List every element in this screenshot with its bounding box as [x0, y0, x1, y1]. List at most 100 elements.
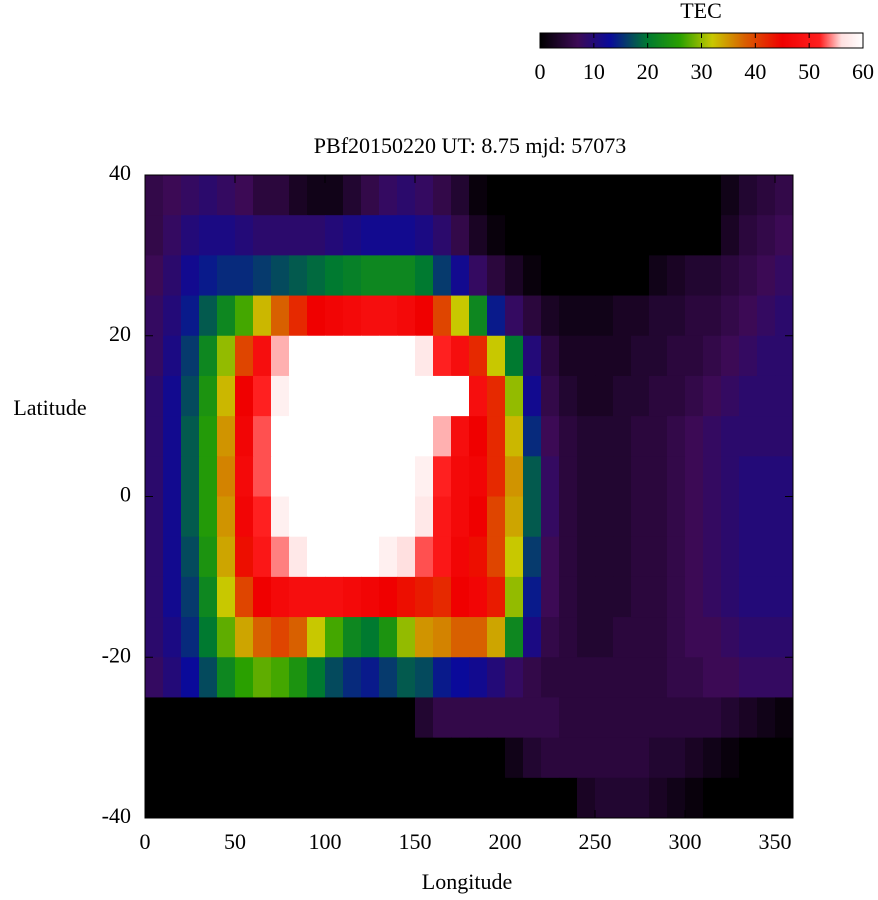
- heatmap-cell: [253, 777, 272, 819]
- heatmap-cell: [577, 215, 596, 256]
- heatmap-cell: [667, 576, 686, 618]
- heatmap-cell: [775, 335, 794, 377]
- heatmap-cell: [289, 737, 308, 779]
- heatmap-cell: [775, 697, 794, 739]
- heatmap-cell: [631, 777, 650, 819]
- colorbar-tick-label: 40: [744, 59, 766, 84]
- heatmap-cell: [163, 175, 182, 216]
- heatmap-cell: [361, 416, 380, 457]
- heatmap-cell: [631, 617, 650, 658]
- heatmap-cell: [739, 175, 758, 216]
- heatmap-cell: [631, 295, 650, 337]
- heatmap-cell: [739, 416, 758, 457]
- heatmap-cell: [667, 536, 686, 578]
- heatmap-cell: [235, 375, 254, 417]
- heatmap-cell: [145, 375, 164, 417]
- heatmap-cell: [649, 777, 668, 819]
- heatmap-cell: [397, 456, 416, 497]
- heatmap-cell: [181, 335, 200, 377]
- heatmap-cell: [685, 335, 704, 377]
- heatmap-cell: [235, 576, 254, 618]
- heatmap-cell: [397, 777, 416, 819]
- heatmap-cell: [361, 697, 380, 739]
- heatmap-cell: [613, 375, 632, 417]
- colorbar-tick-label: 10: [583, 59, 605, 84]
- heatmap-cell: [271, 175, 290, 216]
- heatmap-cell: [397, 737, 416, 779]
- heatmap-cell: [307, 657, 326, 698]
- heatmap-cell: [397, 416, 416, 457]
- heatmap-cell: [343, 777, 362, 819]
- heatmap-cell: [739, 657, 758, 698]
- y-tick-label: 20: [109, 321, 131, 346]
- heatmap-cell: [559, 295, 578, 337]
- heatmap-cell: [631, 536, 650, 578]
- heatmap-cell: [703, 255, 722, 297]
- heatmap-cell: [343, 215, 362, 256]
- heatmap-cell: [379, 375, 398, 417]
- heatmap-cell: [505, 215, 524, 256]
- heatmap-cell: [307, 777, 326, 819]
- heatmap-cell: [343, 657, 362, 698]
- heatmap-cell: [703, 375, 722, 417]
- heatmap-cell: [145, 576, 164, 618]
- heatmap-cell: [739, 255, 758, 297]
- heatmap-cell: [739, 536, 758, 578]
- heatmap-cell: [379, 697, 398, 739]
- heatmap-cell: [253, 335, 272, 377]
- heatmap-cell: [181, 697, 200, 739]
- heatmap-cell: [667, 617, 686, 658]
- heatmap-cell: [505, 255, 524, 297]
- heatmap-cell: [649, 697, 668, 739]
- heatmap-cell: [487, 777, 506, 819]
- heatmap-cell: [721, 335, 740, 377]
- heatmap-cell: [721, 617, 740, 658]
- heatmap-cell: [325, 255, 344, 297]
- heatmap-cell: [451, 416, 470, 457]
- heatmap-cell: [595, 335, 614, 377]
- heatmap-cell: [559, 617, 578, 658]
- heatmap-cell: [559, 255, 578, 297]
- heatmap-cell: [739, 335, 758, 377]
- heatmap-cell: [271, 697, 290, 739]
- heatmap-cell: [325, 375, 344, 417]
- heatmap-cell: [271, 295, 290, 337]
- heatmap-cell: [775, 175, 794, 216]
- heatmap-cell: [145, 536, 164, 578]
- heatmap-cell: [379, 777, 398, 819]
- heatmap-cell: [613, 215, 632, 256]
- heatmap-cell: [361, 375, 380, 417]
- x-tick-label: 0: [140, 829, 151, 854]
- heatmap-cell: [757, 777, 776, 819]
- heatmap-cell: [361, 536, 380, 578]
- heatmap-cell: [253, 175, 272, 216]
- heatmap-cell: [577, 576, 596, 618]
- heatmap-cell: [397, 295, 416, 337]
- heatmap-cell: [631, 697, 650, 739]
- heatmap-cell: [577, 536, 596, 578]
- heatmap-cell: [721, 295, 740, 337]
- heatmap-cell: [271, 496, 290, 538]
- heatmap-cell: [649, 215, 668, 256]
- heatmap-cell: [307, 576, 326, 618]
- heatmap-cell: [685, 215, 704, 256]
- heatmap-cell: [631, 496, 650, 538]
- heatmap-cell: [523, 697, 542, 739]
- heatmap-cell: [595, 737, 614, 779]
- heatmap-cell: [469, 777, 488, 819]
- heatmap-cell: [145, 215, 164, 256]
- heatmap-cell: [253, 456, 272, 497]
- heatmap-cell: [775, 496, 794, 538]
- heatmap-cell: [235, 215, 254, 256]
- heatmap-cell: [307, 255, 326, 297]
- heatmap-cell: [415, 657, 434, 698]
- heatmap-cell: [577, 175, 596, 216]
- heatmap-cell: [415, 576, 434, 618]
- heatmap-cell: [469, 255, 488, 297]
- heatmap-cell: [325, 335, 344, 377]
- heatmap-cell: [469, 416, 488, 457]
- heatmap-cell: [307, 617, 326, 658]
- heatmap-cell: [415, 617, 434, 658]
- heatmap-cell: [289, 777, 308, 819]
- heatmap-cell: [361, 255, 380, 297]
